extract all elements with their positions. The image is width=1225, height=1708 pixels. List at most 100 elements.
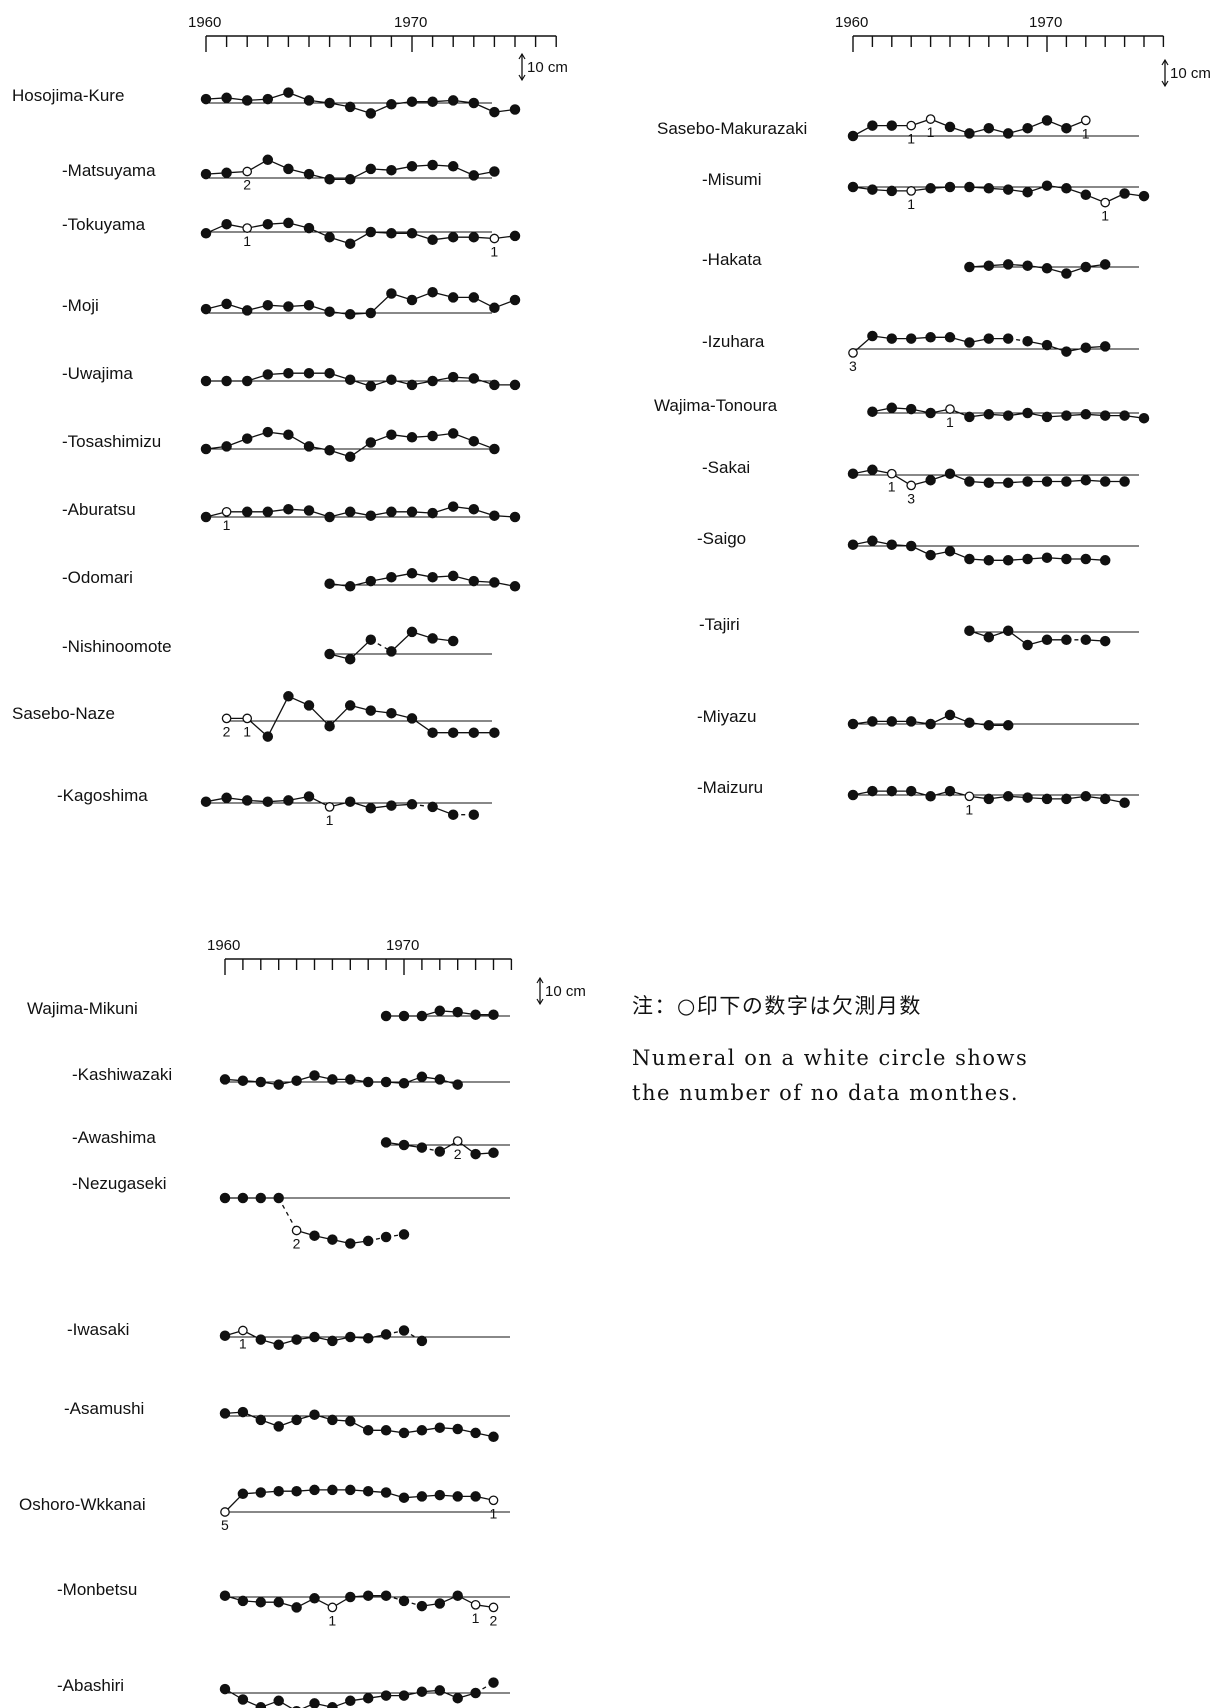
- data-point: [468, 435, 480, 447]
- data-point: [1041, 263, 1053, 274]
- station-label: Sasebo-Makurazaki: [657, 119, 807, 138]
- year-axes: 1960 1970 10 cm 1960 1970 10 cm 1960 1970 10 cm: [188, 14, 1211, 1006]
- station-label: -Tokuyama: [62, 215, 146, 234]
- data-point: [262, 218, 274, 230]
- data-point: [1080, 634, 1092, 646]
- data-point: [509, 379, 521, 391]
- data-point: [380, 1487, 392, 1498]
- data-point: [291, 1334, 302, 1345]
- open-data-point: [242, 166, 253, 177]
- data-point: [964, 625, 975, 636]
- data-point: [283, 163, 294, 175]
- data-point: [416, 1335, 428, 1347]
- data-point: [344, 309, 356, 320]
- data-point: [468, 231, 480, 243]
- data-point: [427, 633, 438, 644]
- data-point: [925, 332, 936, 343]
- data-point: [291, 1602, 302, 1613]
- station-series: Hosojima-Kure-Matsuyama2-Tokuyama11-Moji…: [12, 86, 1150, 1708]
- data-point: [221, 298, 232, 310]
- data-point: [344, 451, 356, 463]
- station-label: -Monbetsu: [57, 1580, 137, 1599]
- data-point: [273, 1339, 284, 1351]
- missing-months-label: 1: [927, 124, 935, 140]
- open-data-point: [906, 186, 917, 196]
- missing-months-label: 2: [293, 1236, 301, 1252]
- data-point: [944, 709, 956, 721]
- data-point: [221, 441, 232, 452]
- data-point: [273, 1192, 284, 1204]
- data-point: [291, 1414, 302, 1426]
- data-point: [327, 1335, 338, 1347]
- data-point: [905, 333, 917, 344]
- open-data-point: [291, 1225, 302, 1236]
- data-point: [386, 288, 397, 299]
- data-point: [283, 217, 294, 229]
- data-point: [447, 292, 459, 303]
- data-point: [365, 307, 377, 319]
- data-point: [489, 302, 500, 314]
- data-point: [362, 1076, 374, 1088]
- data-point: [309, 1409, 320, 1420]
- data-point: [219, 1683, 231, 1695]
- data-point: [983, 720, 995, 731]
- data-point: [1061, 122, 1072, 134]
- missing-months-label: 1: [907, 131, 915, 147]
- station-series: -Matsuyama 2: [62, 154, 500, 193]
- data-point: [905, 785, 917, 797]
- data-point: [380, 1137, 392, 1148]
- data-point: [237, 1694, 249, 1705]
- data-point: [1119, 410, 1130, 421]
- open-data-point: [488, 1602, 499, 1613]
- data-point: [1002, 791, 1014, 802]
- data-point: [324, 445, 335, 456]
- missing-months-label: 3: [849, 358, 857, 374]
- station-label: -Misumi: [702, 170, 762, 189]
- station-label: Sasebo-Naze: [12, 704, 115, 723]
- data-point: [867, 184, 878, 195]
- data-point: [886, 185, 898, 197]
- missing-months-label: 5: [221, 1517, 229, 1533]
- data-point: [237, 1488, 249, 1500]
- data-point: [427, 801, 438, 813]
- data-point: [219, 1192, 231, 1204]
- data-point: [345, 1074, 356, 1085]
- data-point: [1099, 259, 1111, 270]
- data-point: [200, 796, 212, 807]
- scale-arrow-down: [536, 998, 544, 1006]
- data-point: [398, 1010, 410, 1022]
- data-point: [964, 261, 975, 273]
- data-point: [905, 540, 917, 552]
- station-label: -Abashiri: [57, 1676, 124, 1695]
- data-point: [221, 92, 232, 104]
- data-point: [847, 539, 859, 550]
- data-point: [925, 474, 936, 486]
- data-point: [1119, 476, 1130, 487]
- data-point: [344, 700, 356, 711]
- data-point: [489, 443, 500, 455]
- data-point: [309, 1070, 320, 1081]
- data-point: [406, 96, 418, 107]
- year-axis: 1960 1970: [835, 14, 1165, 52]
- missing-months-label: 1: [965, 801, 973, 817]
- data-point: [847, 789, 859, 801]
- data-point: [488, 1147, 499, 1159]
- data-point: [291, 1075, 302, 1086]
- footnote: 注：○印下の数字は欠測月数 Numeral on a white circle …: [632, 994, 1027, 1105]
- missing-months-label: 2: [223, 723, 231, 739]
- data-point: [983, 260, 995, 271]
- data-point: [452, 1590, 463, 1601]
- year-tick-label: 1970: [1029, 14, 1062, 31]
- station-label: -Nezugaseki: [72, 1174, 167, 1193]
- data-point: [200, 443, 212, 455]
- data-point: [1022, 476, 1033, 487]
- open-data-point: [886, 468, 897, 479]
- data-point: [200, 93, 212, 105]
- data-point: [327, 1702, 338, 1708]
- data-point: [283, 691, 294, 702]
- data-point: [1002, 259, 1014, 270]
- data-point: [964, 717, 975, 728]
- station-series: -Tokuyama 1 1: [62, 215, 521, 260]
- data-point: [386, 646, 397, 657]
- data-point: [324, 231, 335, 243]
